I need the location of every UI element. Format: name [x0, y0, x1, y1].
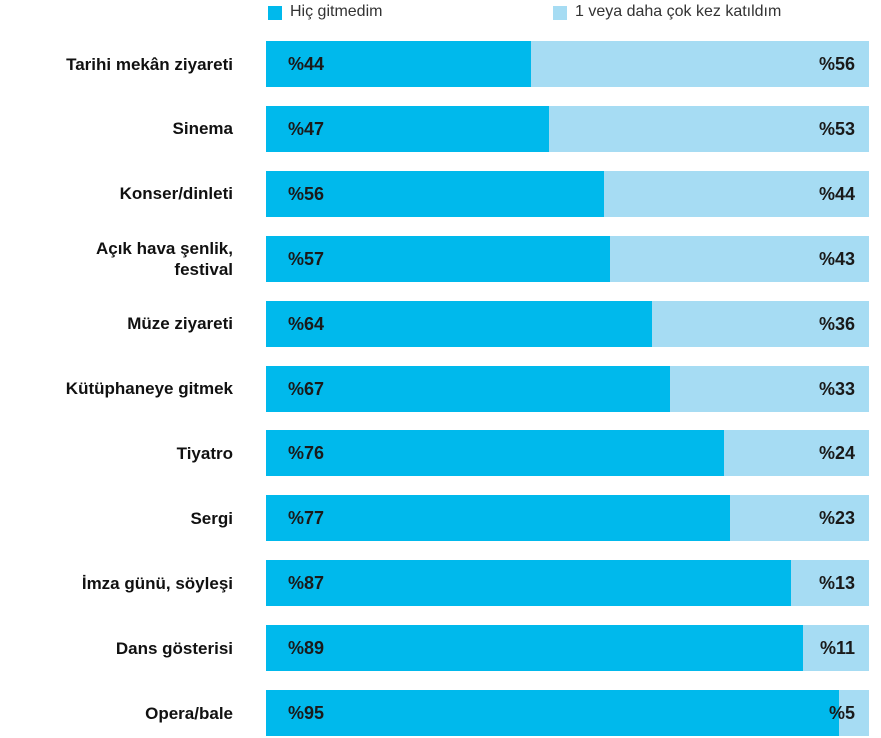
category-label: Sergi	[190, 508, 233, 528]
category-label: Konser/dinleti	[119, 184, 233, 204]
category-label: Tarihi mekân ziyareti	[66, 54, 233, 74]
value-label: %67	[288, 378, 325, 399]
category-label: Sinema	[172, 119, 233, 139]
bar-segment	[266, 300, 652, 347]
value-label: %13	[818, 573, 855, 594]
bar-segment	[266, 235, 610, 282]
value-label: %24	[818, 443, 855, 464]
value-label: %95	[288, 703, 325, 723]
category-label: Opera/bale	[145, 703, 233, 723]
category-label: Tiyatro	[176, 443, 233, 463]
bar-segment	[724, 430, 869, 477]
value-label: %23	[818, 508, 855, 529]
value-label: %33	[818, 378, 855, 399]
value-label: %56	[288, 183, 325, 204]
bar-segment	[609, 235, 869, 282]
bar-segment	[549, 105, 869, 152]
bar-segment	[838, 690, 869, 736]
value-label: %11	[819, 638, 855, 659]
bar-segment	[266, 105, 550, 152]
value-label: %57	[288, 248, 325, 269]
value-label: %47	[288, 118, 325, 139]
value-label: %44	[818, 183, 855, 204]
value-label: %89	[288, 638, 325, 659]
bar-segment	[790, 560, 869, 607]
bar-segment	[266, 495, 731, 542]
legend-label: Hiç gitmedim	[290, 3, 383, 20]
bar-segment	[266, 690, 839, 736]
bar-segment	[531, 41, 869, 87]
bar-segment	[266, 170, 604, 217]
value-label: %43	[818, 248, 855, 269]
bar-segment	[266, 41, 532, 87]
value-label: %5	[828, 703, 855, 723]
value-label: %56	[818, 54, 855, 74]
value-label: %77	[288, 508, 325, 529]
category-label: Müze ziyareti	[127, 314, 233, 334]
bar-segment	[266, 365, 670, 412]
bar-segment	[730, 495, 869, 542]
value-label: %76	[288, 443, 325, 464]
legend-label: 1 veya daha çok kez katıldım	[575, 3, 782, 20]
category-label: Açık hava şenlik, festival	[95, 238, 233, 279]
bar-segment	[266, 430, 725, 477]
value-label: %44	[288, 54, 325, 74]
bar-segment	[266, 560, 791, 607]
value-label: %53	[818, 118, 855, 139]
category-label: İmza günü, söyleşi	[81, 573, 233, 593]
value-label: %36	[818, 313, 855, 334]
bar-segment	[603, 170, 869, 217]
category-label: Dans gösterisi	[115, 638, 233, 658]
legend-swatch	[268, 6, 282, 20]
value-label: %87	[288, 573, 325, 594]
bar-segment	[266, 625, 803, 672]
bar-segment	[651, 300, 869, 347]
legend-swatch	[553, 6, 567, 20]
category-label: Kütüphaneye gitmek	[65, 379, 233, 398]
bar-segment	[802, 625, 869, 672]
value-label: %64	[288, 313, 325, 334]
bar-segment	[670, 365, 869, 412]
